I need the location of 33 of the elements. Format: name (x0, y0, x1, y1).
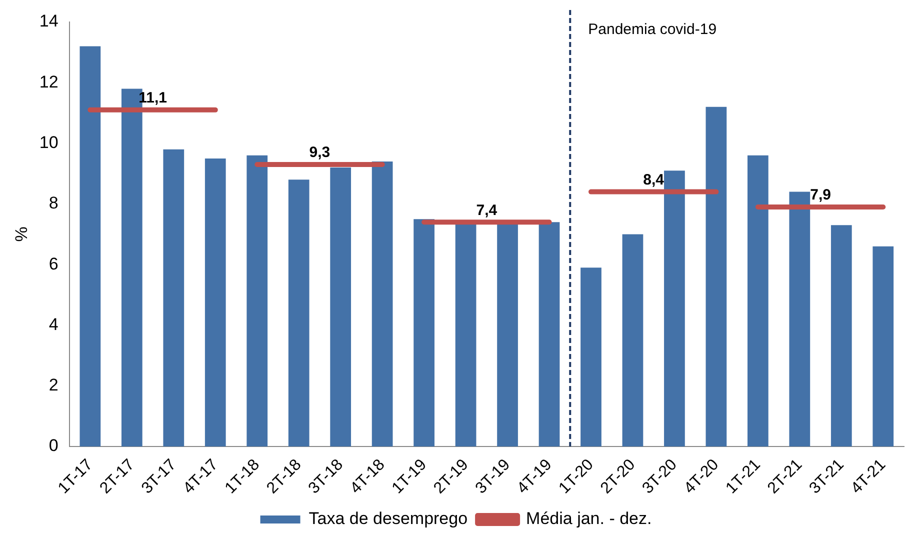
bar (288, 180, 310, 446)
bar (246, 155, 268, 446)
bar (789, 192, 810, 446)
y-tick-label: 4 (48, 314, 58, 334)
bar (414, 219, 434, 446)
y-tick-label: 2 (48, 376, 58, 395)
data-label: 9,3 (309, 144, 330, 162)
bar (830, 225, 852, 446)
bar (80, 46, 101, 446)
y-tick-label: 14 (39, 12, 58, 31)
bar (163, 149, 184, 446)
ref-line-label: Pandemia covid-19 (588, 21, 717, 38)
bar (372, 161, 393, 446)
bar (872, 246, 894, 446)
bar (204, 158, 226, 446)
bar (580, 268, 602, 446)
data-label: 7,4 (476, 202, 498, 219)
y-tick-label: 6 (48, 254, 58, 274)
bar (706, 106, 727, 446)
y-tick-label: 8 (48, 194, 58, 213)
bar (538, 222, 560, 446)
y-tick-label: 12 (39, 72, 58, 92)
y-axis-title: % (12, 226, 31, 242)
legend-label: Taxa de desemprego (308, 509, 468, 528)
bar (622, 234, 644, 446)
data-label: 8,4 (643, 171, 665, 188)
bar (747, 155, 768, 446)
y-tick-label: 10 (39, 132, 58, 152)
bar (664, 170, 685, 446)
data-label: 7,9 (810, 186, 831, 204)
y-tick-label: 0 (48, 436, 58, 456)
bar (330, 168, 352, 446)
legend-label: Média jan. - dez. (526, 509, 652, 528)
